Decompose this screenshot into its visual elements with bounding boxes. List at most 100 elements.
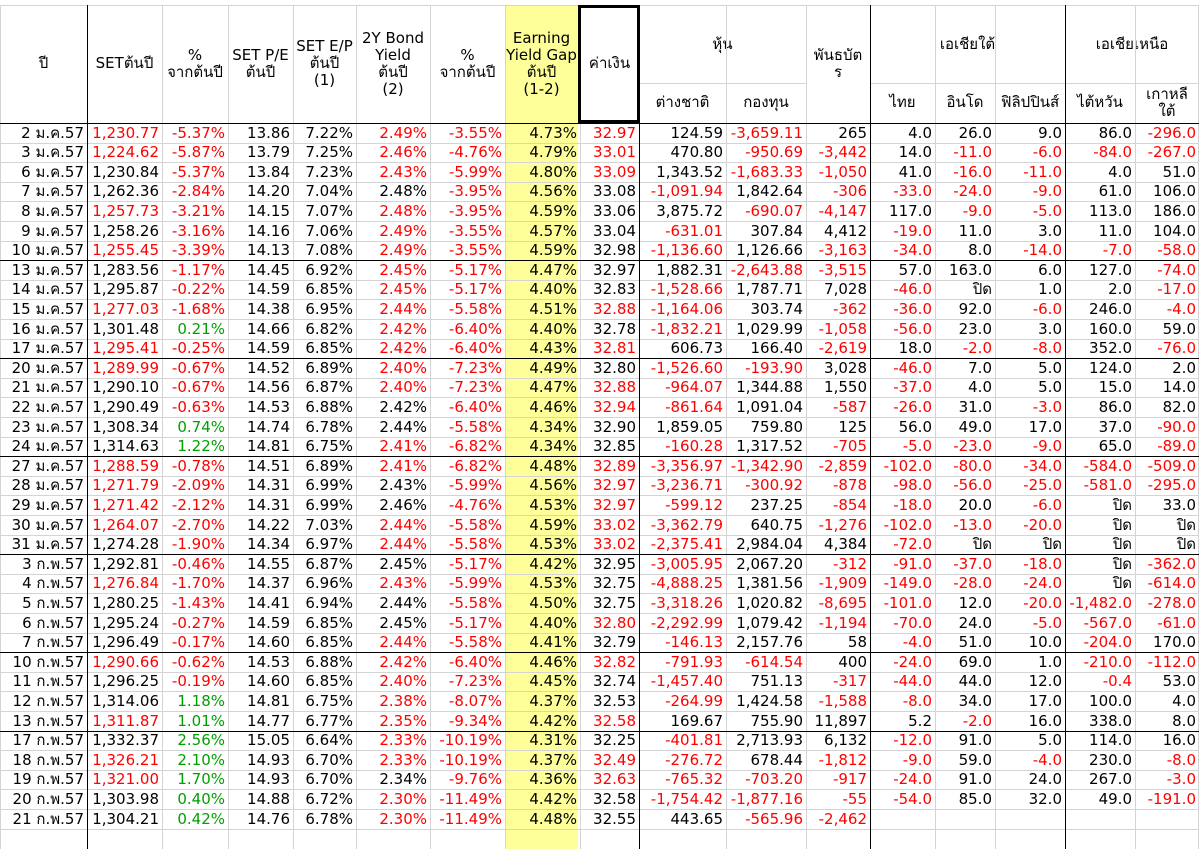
cell-bonds[interactable]: -362 xyxy=(832,299,867,318)
cell-foreign[interactable]: -1,832.21 xyxy=(650,319,723,338)
header-bond-yield[interactable]: 2Y Bond Yield ต้นปี (2) xyxy=(362,28,424,98)
cell-indo[interactable]: -9.0 xyxy=(962,201,992,220)
cell-foreign[interactable]: 169.67 xyxy=(670,711,724,730)
cell-bonds[interactable]: -587 xyxy=(832,397,867,416)
cell-funds[interactable]: 1,126.66 xyxy=(736,241,803,260)
cell-pct-from-open[interactable]: -3.21% xyxy=(171,201,225,220)
cell-pct-from-open[interactable]: -1.17% xyxy=(171,260,225,279)
cell-date[interactable]: 16 ม.ค.57 xyxy=(11,319,84,338)
cell-bonds[interactable]: -3,163 xyxy=(818,241,867,260)
cell-indo[interactable]: 4.0 xyxy=(968,378,992,397)
cell-taiwan[interactable]: ปิด xyxy=(1112,535,1132,554)
cell-foreign[interactable]: -1,164.06 xyxy=(650,299,723,318)
cell-yield-gap[interactable]: 4.45% xyxy=(529,672,577,691)
cell-date[interactable]: 8 ม.ค.57 xyxy=(21,201,84,220)
cell-taiwan[interactable]: -84.0 xyxy=(1093,143,1132,162)
cell-funds[interactable]: 1,381.56 xyxy=(736,574,803,593)
cell-pct-bond[interactable]: -5.58% xyxy=(448,515,502,534)
cell-foreign[interactable]: 1,343.52 xyxy=(656,162,723,181)
cell-phil[interactable] xyxy=(995,810,1065,830)
cell-korea[interactable]: -89.0 xyxy=(1157,437,1196,456)
cell-bonds[interactable]: -4,147 xyxy=(818,201,867,220)
cell-pct-from-open[interactable]: -0.17% xyxy=(171,633,225,652)
cell-bonds[interactable]: -1,812 xyxy=(818,750,867,769)
cell-pct-from-open[interactable]: 2.56% xyxy=(177,731,225,750)
cell-foreign[interactable]: -4,888.25 xyxy=(650,574,723,593)
cell-pct-bond[interactable]: -6.40% xyxy=(448,319,502,338)
cell-set-open[interactable]: 1,308.34 xyxy=(92,417,159,436)
cell-yield-gap[interactable]: 4.48% xyxy=(529,809,577,828)
cell-set-pe[interactable]: 14.31 xyxy=(247,476,290,495)
cell-set-open[interactable]: 1,283.56 xyxy=(92,260,159,279)
cell-set-ep[interactable]: 7.08% xyxy=(305,241,353,260)
cell-funds[interactable]: -703.20 xyxy=(745,770,803,789)
cell-set-open[interactable]: 1,290.10 xyxy=(92,378,159,397)
cell-pct-bond[interactable]: -5.99% xyxy=(448,574,502,593)
cell-foreign[interactable]: -1,528.66 xyxy=(650,280,723,299)
cell-yield-gap[interactable]: 4.59% xyxy=(529,241,577,260)
cell-thai[interactable]: -36.0 xyxy=(893,299,932,318)
cell-set-open[interactable]: 1,295.24 xyxy=(92,613,159,632)
cell-currency[interactable]: 32.58 xyxy=(593,789,636,808)
cell-date[interactable]: 20 ก.พ.57 xyxy=(12,789,84,808)
cell-phil[interactable]: 1.0 xyxy=(1038,652,1062,671)
cell-funds[interactable]: -1,683.33 xyxy=(730,162,803,181)
cell-phil[interactable]: -9.0 xyxy=(1032,182,1062,201)
cell-bond-yield[interactable]: 2.34% xyxy=(379,770,427,789)
cell-pct-bond[interactable]: -5.17% xyxy=(448,260,502,279)
cell-pct-bond[interactable]: -7.23% xyxy=(448,378,502,397)
cell-korea[interactable]: ปิด xyxy=(1176,535,1196,554)
header-taiwan[interactable]: ไต้หวัน xyxy=(1077,93,1123,111)
cell-yield-gap[interactable]: 4.40% xyxy=(529,280,577,299)
cell-korea[interactable]: -74.0 xyxy=(1157,260,1196,279)
cell-date[interactable]: 17 ม.ค.57 xyxy=(11,339,84,358)
cell-funds[interactable]: 303.74 xyxy=(750,299,804,318)
cell-set-open[interactable]: 1,296.25 xyxy=(92,672,159,691)
cell-thai[interactable]: 4.0 xyxy=(908,123,932,142)
cell-yield-gap[interactable]: 4.57% xyxy=(529,221,577,240)
cell-taiwan[interactable]: 86.0 xyxy=(1098,397,1132,416)
cell-funds[interactable]: 1,842.64 xyxy=(736,182,803,201)
cell-pct-from-open[interactable]: -0.78% xyxy=(171,456,225,475)
cell-thai[interactable]: -102.0 xyxy=(883,456,932,475)
cell-phil[interactable]: -8.0 xyxy=(1032,339,1062,358)
cell-bonds[interactable]: -854 xyxy=(832,495,867,514)
cell-set-ep[interactable]: 6.78% xyxy=(305,417,353,436)
cell-indo[interactable]: 92.0 xyxy=(958,299,992,318)
cell-foreign[interactable]: -160.28 xyxy=(665,437,723,456)
header-set-ep[interactable]: SET E/P ต้นปี (1) xyxy=(296,37,353,89)
cell-bond-yield[interactable]: 2.46% xyxy=(379,143,427,162)
cell-bond-yield[interactable]: 2.44% xyxy=(379,515,427,534)
cell-funds[interactable]: 1,079.42 xyxy=(736,613,803,632)
cell-currency[interactable]: 32.78 xyxy=(593,319,636,338)
cell-phil[interactable]: 17.0 xyxy=(1028,691,1062,710)
cell-bond-yield[interactable]: 2.41% xyxy=(379,456,427,475)
cell-korea[interactable]: 16.0 xyxy=(1162,731,1196,750)
cell-bond-yield[interactable]: 2.43% xyxy=(379,162,427,181)
cell-indo[interactable]: -24.0 xyxy=(953,182,992,201)
cell-indo[interactable]: ปิด xyxy=(972,280,992,299)
cell-bonds[interactable]: 7,028 xyxy=(824,280,867,299)
cell-date[interactable]: 13 ก.พ.57 xyxy=(12,711,84,730)
cell-foreign[interactable]: -1,091.94 xyxy=(650,182,723,201)
cell-yield-gap[interactable]: 4.50% xyxy=(529,593,577,612)
cell-set-open[interactable]: 1,230.77 xyxy=(92,123,159,142)
cell-set-pe[interactable]: 14.53 xyxy=(247,652,290,671)
cell-date[interactable]: 6 ม.ค.57 xyxy=(21,162,84,181)
cell-set-ep[interactable]: 6.87% xyxy=(305,554,353,573)
cell-foreign[interactable]: 606.73 xyxy=(670,339,724,358)
cell-thai[interactable]: -33.0 xyxy=(893,182,932,201)
cell-thai[interactable]: -46.0 xyxy=(893,358,932,377)
cell-currency[interactable]: 33.01 xyxy=(593,143,636,162)
cell-set-open[interactable]: 1,295.87 xyxy=(92,280,159,299)
cell-bond-yield[interactable]: 2.42% xyxy=(379,652,427,671)
cell-thai[interactable]: 18.0 xyxy=(898,339,932,358)
cell-pct-from-open[interactable]: 1.01% xyxy=(177,711,225,730)
cell-set-pe[interactable]: 14.93 xyxy=(247,750,290,769)
cell-indo[interactable] xyxy=(935,810,995,830)
cell-set-ep[interactable]: 6.89% xyxy=(305,456,353,475)
cell-set-open[interactable]: 1,274.28 xyxy=(92,535,159,554)
cell-bonds[interactable]: -1,050 xyxy=(818,162,867,181)
cell-taiwan[interactable]: 61.0 xyxy=(1098,182,1132,201)
cell-phil[interactable]: -5.0 xyxy=(1032,613,1062,632)
